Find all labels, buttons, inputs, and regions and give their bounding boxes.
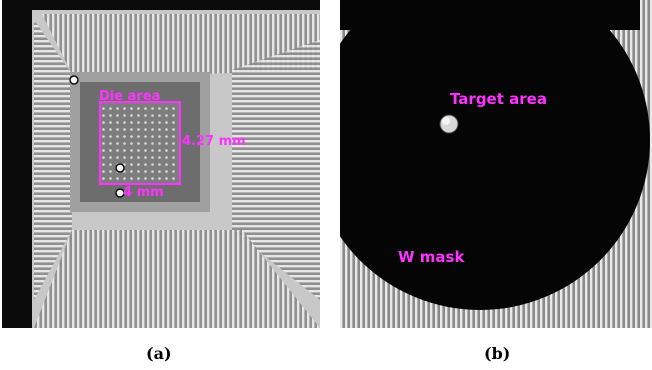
die-area-outline: [99, 101, 181, 185]
target-hole: [439, 114, 459, 134]
caption-b: (b): [484, 344, 511, 363]
panel-b-photo: Target area W mask: [340, 0, 652, 328]
die-height-label: 4.27 mm: [182, 134, 246, 149]
die-area-label: Die area: [99, 89, 160, 104]
caption-a: (a): [146, 344, 172, 363]
w-mask-disc: [340, 0, 650, 310]
target-area-label: Target area: [450, 90, 547, 108]
panel-a-photo: Die area 4.27 mm 4 mm: [2, 0, 320, 328]
w-mask-label: W mask: [398, 248, 465, 266]
die-width-label: 4 mm: [123, 185, 164, 200]
